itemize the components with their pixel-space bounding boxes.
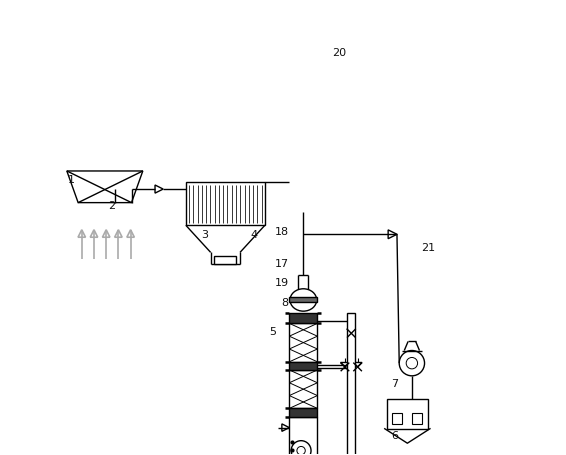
Text: 1: 1 bbox=[68, 175, 75, 185]
Text: 7: 7 bbox=[392, 379, 398, 389]
Bar bbox=[289, 416, 318, 455]
Text: 19: 19 bbox=[275, 278, 289, 288]
Bar bbox=[289, 324, 318, 362]
Bar bbox=[289, 313, 318, 324]
Ellipse shape bbox=[290, 289, 316, 311]
Bar bbox=[347, 313, 355, 455]
Text: 18: 18 bbox=[275, 227, 289, 237]
Text: 21: 21 bbox=[421, 243, 435, 253]
Bar bbox=[215, 256, 237, 264]
Text: 4: 4 bbox=[250, 230, 258, 240]
Text: 3: 3 bbox=[201, 230, 209, 240]
Text: 6: 6 bbox=[392, 430, 398, 440]
Text: 20: 20 bbox=[332, 48, 346, 58]
Bar bbox=[289, 370, 318, 409]
Bar bbox=[289, 409, 318, 416]
Bar bbox=[186, 182, 265, 225]
Text: 8: 8 bbox=[282, 298, 289, 308]
Bar bbox=[412, 413, 422, 424]
Bar bbox=[387, 399, 428, 429]
Bar bbox=[392, 413, 402, 424]
Bar bbox=[289, 298, 318, 302]
Bar bbox=[289, 362, 318, 370]
Text: 2: 2 bbox=[108, 201, 115, 211]
Text: 17: 17 bbox=[275, 259, 289, 269]
Text: 5: 5 bbox=[269, 327, 276, 337]
